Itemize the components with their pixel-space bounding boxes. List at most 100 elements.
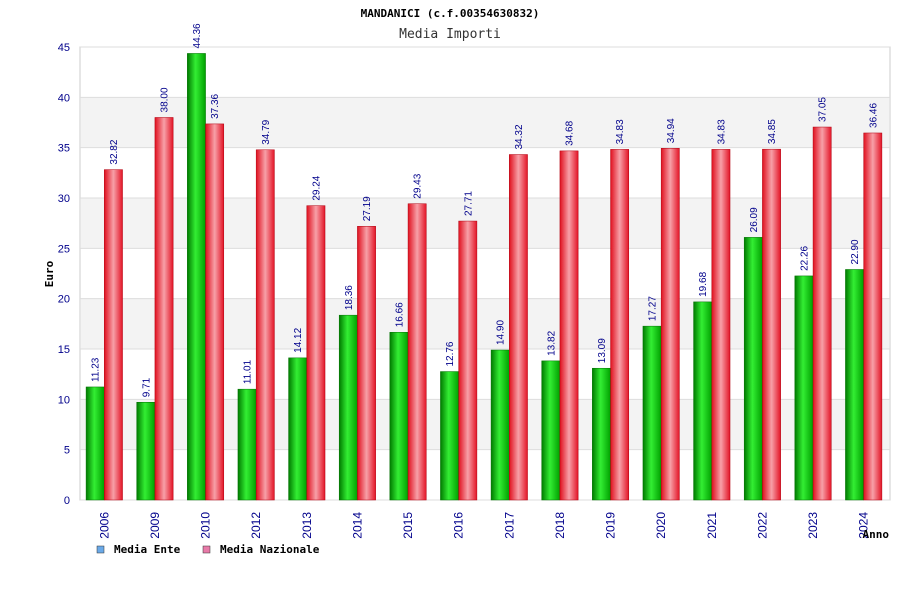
x-tick-label: 2013	[300, 512, 314, 539]
bar-media-ente	[389, 332, 409, 501]
value-label: 27.71	[463, 191, 474, 216]
value-label: 16.66	[394, 302, 405, 327]
y-tick-label: 0	[64, 495, 70, 507]
value-label: 38.00	[160, 87, 171, 112]
bar-media-nazionale	[863, 132, 883, 501]
chart-subtitle: Media Importi	[399, 27, 501, 42]
value-label: 29.24	[311, 175, 322, 200]
x-tick-label: 2017	[502, 512, 516, 539]
value-label: 11.01	[243, 359, 254, 384]
bar-media-ente	[541, 360, 561, 501]
bar-media-ente	[845, 269, 864, 501]
value-label: 22.26	[799, 245, 810, 270]
bar-media-ente	[743, 237, 763, 501]
bar-media-nazionale	[357, 226, 376, 501]
x-axis-ticks: 2006 2009 2010 2012 2013 2014 2015 2016 2017 2018…	[97, 512, 870, 539]
value-label: 13.82	[546, 330, 557, 355]
bar-media-nazionale	[306, 205, 326, 501]
y-tick-label: 25	[58, 243, 70, 255]
value-label: 14.12	[293, 327, 304, 352]
value-label: 34.32	[514, 124, 525, 149]
x-tick-label: 2019	[604, 512, 618, 539]
x-tick-label: 2006	[97, 512, 111, 539]
value-label: 27.19	[362, 196, 373, 221]
legend-label-media-nazionale: Media Nazionale	[220, 543, 320, 556]
bar-media-ente	[794, 275, 814, 501]
bar-media-nazionale	[559, 150, 579, 501]
chart-title: MANDANICI (c.f.00354630832)	[361, 7, 540, 20]
value-label: 29.43	[413, 173, 424, 198]
value-label: 34.79	[261, 119, 272, 144]
value-label: 44.36	[192, 23, 203, 48]
value-label: 26.09	[749, 207, 760, 232]
bar-media-ente	[288, 357, 308, 501]
bar-media-ente	[440, 371, 459, 501]
value-label: 13.09	[597, 338, 608, 363]
y-tick-label: 15	[58, 344, 70, 356]
y-tick-label: 20	[58, 294, 70, 306]
value-label: 37.36	[210, 93, 221, 118]
x-tick-label: 2009	[148, 512, 162, 539]
y-tick-label: 45	[58, 42, 70, 54]
bar-media-nazionale	[610, 149, 630, 501]
y-tick-label: 40	[58, 92, 70, 104]
value-label: 34.83	[615, 119, 626, 144]
value-label: 34.85	[767, 119, 778, 144]
bar-media-ente	[592, 367, 611, 501]
legend: Media Ente Media Nazionale	[96, 543, 320, 556]
value-label: 34.94	[666, 118, 677, 143]
x-tick-label: 2021	[705, 512, 719, 539]
bar-media-nazionale	[509, 154, 528, 501]
y-axis-ticks: 0 5 10 15 20 25 30 35 40 45	[58, 42, 70, 507]
value-label: 34.68	[565, 120, 576, 145]
y-axis-label: Euro	[43, 260, 56, 287]
x-tick-label: 2012	[249, 512, 263, 539]
value-label: 9.71	[141, 377, 152, 397]
value-label: 14.90	[496, 320, 507, 345]
bar-media-ente	[490, 349, 510, 501]
value-label: 11.23	[91, 357, 102, 382]
bar-media-ente	[187, 53, 206, 501]
value-label: 18.36	[344, 285, 355, 310]
bar-media-nazionale	[711, 149, 731, 501]
value-label: 36.46	[868, 103, 879, 128]
y-tick-label: 5	[64, 445, 70, 457]
x-tick-label: 2018	[553, 512, 567, 539]
bar-media-nazionale	[762, 148, 781, 501]
bar-media-ente	[642, 325, 662, 501]
bar-media-nazionale	[458, 220, 478, 501]
bar-media-nazionale	[104, 169, 123, 501]
x-tick-label: 2023	[806, 512, 820, 539]
x-tick-label: 2016	[452, 512, 466, 539]
value-label: 12.76	[445, 341, 456, 366]
legend-swatch-media-nazionale	[202, 545, 211, 554]
bar-media-ente	[136, 402, 156, 501]
bars	[85, 53, 883, 501]
legend-swatch-media-ente	[96, 545, 105, 554]
bar-media-ente	[85, 386, 105, 501]
x-tick-label: 2014	[350, 512, 364, 539]
x-axis-label: Anno	[863, 528, 890, 541]
bar-media-nazionale	[407, 203, 427, 501]
bar-media-ente	[338, 314, 358, 501]
bar-media-nazionale	[812, 126, 832, 501]
x-tick-label: 2010	[199, 512, 213, 539]
y-tick-label: 30	[58, 193, 70, 205]
legend-label-media-ente: Media Ente	[114, 543, 181, 556]
x-tick-label: 2015	[401, 512, 415, 539]
bar-media-nazionale	[255, 149, 275, 501]
value-labels: 11.23 32.82 9.71 38.00 44.36 37.36 11.01 34.79 1…	[91, 23, 880, 397]
x-tick-label: 2024	[857, 512, 871, 539]
bar-media-ente	[237, 388, 257, 501]
x-tick-label: 2020	[654, 512, 668, 539]
x-tick-label: 2022	[755, 512, 769, 539]
value-label: 19.68	[698, 271, 709, 296]
value-label: 37.05	[818, 97, 829, 122]
bar-media-nazionale	[154, 117, 174, 501]
y-tick-label: 35	[58, 143, 70, 155]
bar-media-ente	[693, 301, 713, 501]
value-label: 34.83	[716, 119, 727, 144]
y-tick-label: 10	[58, 394, 70, 406]
value-label: 22.90	[850, 239, 861, 264]
